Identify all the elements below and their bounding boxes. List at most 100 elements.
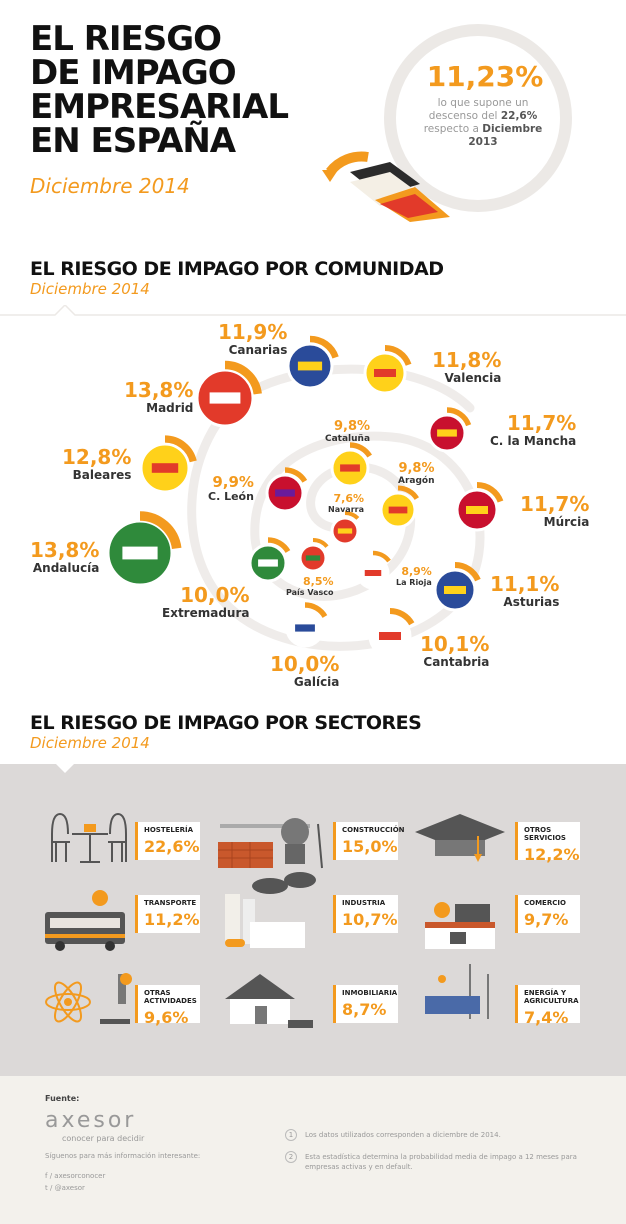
- community-name: Asturias: [503, 595, 560, 609]
- title-line: EMPRESARIAL: [30, 87, 289, 127]
- community-name: Valencia: [444, 371, 502, 385]
- community-value: 11,8%: [432, 348, 502, 372]
- community-label: 11,8% Valencia: [432, 348, 502, 386]
- headline-value: 11,23%: [426, 60, 544, 93]
- sector-name: OTROS SERVICIOS: [524, 826, 566, 842]
- community-value: 8,5%: [302, 575, 334, 588]
- sector-value: 9,7%: [524, 910, 569, 929]
- community-label: 10,0% Extremadura: [162, 583, 250, 621]
- section-comunidad-title: EL RIESGO DE IMPAGO POR COMUNIDAD: [30, 258, 444, 280]
- headline-graphic: [322, 24, 572, 222]
- community-value: 11,7%: [506, 411, 577, 435]
- community-name: Madrid: [146, 401, 194, 415]
- value-arc: [267, 537, 291, 554]
- sector-value: 9,6%: [144, 1008, 189, 1027]
- cup-icon: [84, 824, 96, 832]
- sector-name: CONSTRUCCIÓN: [342, 826, 405, 834]
- flag-stripe: [364, 570, 382, 576]
- community-label: 9,9% C. León: [208, 474, 254, 503]
- sector-name: INMOBILIARIA: [342, 989, 398, 997]
- community-label: 11,7% Múrcia: [520, 494, 590, 530]
- main-title: EL RIESGO DE IMPAGO EMPRESARIAL EN ESPAÑ…: [30, 19, 289, 158]
- title-line: DE IMPAGO: [30, 53, 237, 93]
- flag-stripe: [295, 624, 315, 632]
- value-arc: [224, 360, 262, 395]
- caption-value: 2013: [468, 136, 498, 148]
- community-value: 10,0%: [180, 583, 250, 607]
- note-1: Los datos utilizados corresponden a dici…: [305, 1131, 501, 1139]
- caption-text: descenso del: [428, 110, 498, 122]
- panel-notch: [0, 763, 626, 773]
- value-arc: [384, 345, 412, 366]
- sector-name: TRANSPORTE: [144, 899, 197, 907]
- sector-name: INDUSTRIA: [342, 899, 386, 907]
- twitter-handle: / @axesor: [49, 1184, 85, 1192]
- flag-stripe: [209, 392, 241, 404]
- caption-line: 2013: [408, 136, 558, 149]
- value-arc: [389, 608, 415, 626]
- community-value: 11,1%: [490, 572, 560, 596]
- community-name: País Vasco: [286, 588, 334, 597]
- flag-stripe: [444, 586, 466, 594]
- facebook-handle: / axesorconocer: [49, 1172, 106, 1180]
- factory-icon: [225, 872, 316, 948]
- community-value: 13,8%: [30, 538, 100, 562]
- community-label: 9,8% Aragón: [398, 462, 435, 487]
- solar-panel-icon: [425, 975, 480, 1014]
- note-2: Esta estadística determina la probabilid…: [305, 1153, 577, 1171]
- caption-text: respecto a: [423, 123, 479, 135]
- community-label: 11,1% Asturias: [490, 572, 560, 610]
- community-name: Aragón: [398, 476, 435, 486]
- community-name: Cantabria: [423, 655, 490, 669]
- flag-stripe: [297, 361, 323, 371]
- community-label: 13,8% Madrid: [124, 378, 194, 416]
- note-number: 1: [285, 1129, 297, 1141]
- microscope-icon: [100, 973, 132, 1024]
- sector-card: CONSTRUCCIÓN 15,0%: [333, 822, 405, 860]
- community-value: 12,8%: [62, 445, 132, 469]
- caption-value: 22,6%: [500, 110, 538, 122]
- sector-card: ENERGÍA Y AGRICULTURA 7,4%: [515, 985, 580, 1027]
- value-arc: [397, 485, 419, 501]
- flag-stripe: [258, 559, 278, 567]
- flag-stripe: [305, 555, 321, 561]
- section-sectores-title: EL RIESGO DE IMPAGO POR SECTORES: [30, 712, 422, 734]
- community-label: 11,9% Canarias: [218, 320, 288, 358]
- sector-value: 12,2%: [524, 845, 580, 864]
- axesor-tagline: conocer para decidir: [62, 1134, 145, 1143]
- community-name: C. la Mancha: [490, 434, 577, 448]
- community-name: Canarias: [228, 343, 288, 357]
- title-line: EL RIESGO: [30, 19, 222, 59]
- community-value: 8,9%: [401, 565, 432, 578]
- house-icon: [225, 974, 313, 1028]
- community-label: 10,1% Cantabria: [420, 634, 490, 670]
- section-divider: [0, 305, 626, 316]
- community-label: 11,7% C. la Mancha: [490, 411, 577, 449]
- value-arc: [312, 538, 329, 549]
- value-arc: [164, 435, 197, 463]
- twitter-link[interactable]: t / @axesor: [45, 1184, 85, 1192]
- sector-card: TRANSPORTE 11,2%: [135, 895, 200, 933]
- facebook-link[interactable]: f / axesorconocer: [45, 1172, 105, 1180]
- sector-card: COMERCIO 9,7%: [515, 895, 580, 933]
- value-arc: [139, 511, 182, 550]
- community-value: 13,8%: [124, 378, 194, 402]
- footer-follow: Síguenos para más información interesant…: [45, 1152, 201, 1160]
- community-label: 12,8% Baleares: [62, 445, 132, 483]
- community-name: Baleares: [72, 468, 132, 482]
- community-value: 11,9%: [218, 320, 288, 344]
- footer: [0, 1076, 626, 1224]
- atom-microscope-icon: [45, 981, 91, 1023]
- sector-name: HOSTELERÍA: [144, 826, 194, 834]
- sector-card: OTRAS ACTIVIDADES 9,6%: [135, 985, 200, 1027]
- money-stack-icon: [350, 162, 450, 222]
- community-name: Múrcia: [543, 515, 590, 529]
- note-number: 2: [285, 1151, 297, 1163]
- flag-stripe: [275, 489, 295, 497]
- sector-value: 11,2%: [144, 910, 200, 929]
- caption-value: Diciembre: [482, 123, 543, 135]
- value-arc: [454, 562, 481, 582]
- value-arc: [304, 602, 328, 619]
- twitter-icon: t: [45, 1184, 48, 1192]
- sector-value: 15,0%: [342, 837, 398, 856]
